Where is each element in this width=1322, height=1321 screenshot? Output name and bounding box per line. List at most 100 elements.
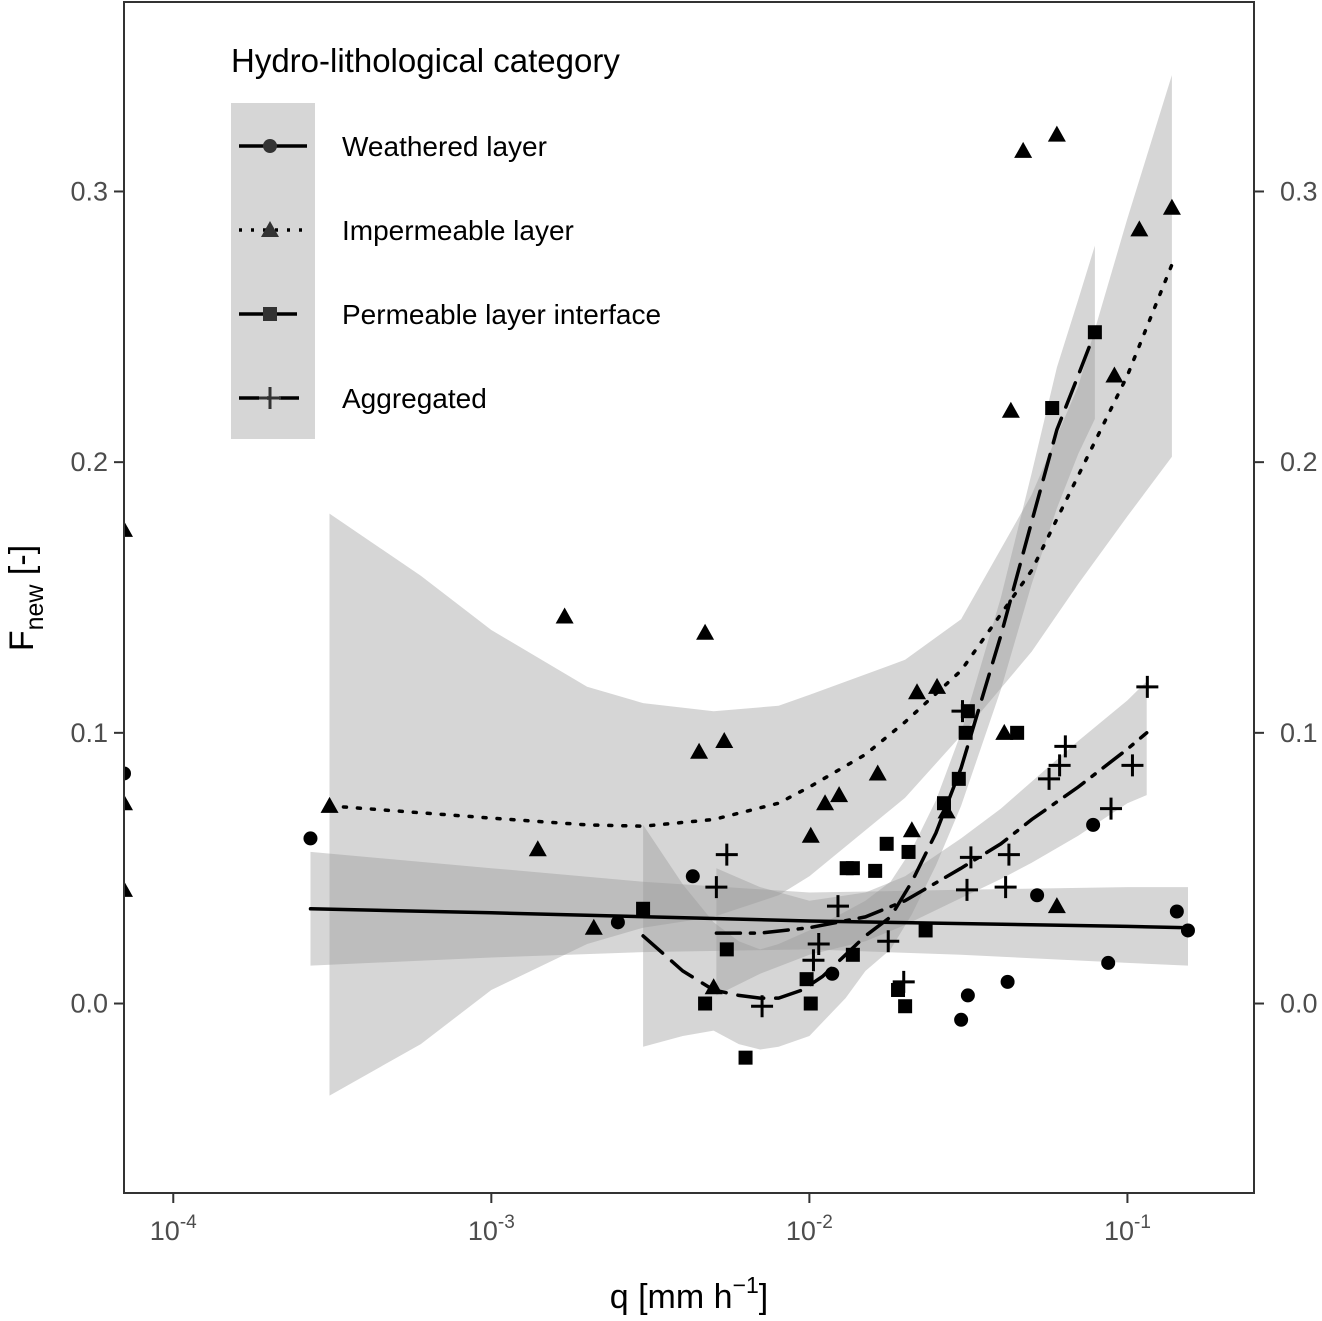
point-weathered-layer [1101,955,1116,970]
point-impermeable-layer [868,764,887,781]
point-aggregated [997,843,1020,866]
point-aggregated [826,895,849,918]
confidence-bands [310,75,1188,1096]
point-impermeable-layer [937,802,956,819]
band-weathered-layer [310,851,1188,966]
point-aggregated [751,995,774,1018]
point-permeable-layer-interface [1010,725,1025,740]
x-tick-label: 10-1 [1104,1212,1151,1246]
x-tick-label: 10-3 [468,1212,515,1246]
point-weathered-layer [1086,817,1101,832]
fit-line-weathered-layer [308,907,1190,930]
point-permeable-layer-interface [698,996,713,1011]
point-weathered-layer [124,766,131,781]
y-axis-title-main: F [3,630,41,651]
point-permeable-layer-interface [891,982,906,997]
y-tick-label-left: 0.3 [70,176,108,206]
point-impermeable-layer [1162,198,1181,215]
point-impermeable-layer [801,826,820,843]
point-impermeable-layer [1014,141,1033,158]
point-impermeable-layer [124,520,133,537]
x-axis-title: q [mm h−1] [610,1272,769,1316]
point-aggregated [994,876,1017,899]
fit-lines [308,262,1190,1000]
point-impermeable-layer [908,683,927,700]
point-weathered-layer [1000,974,1015,989]
point-permeable-layer-interface [898,999,913,1014]
point-impermeable-layer [715,731,734,748]
x-axis-title-superscript: −1 [733,1272,759,1298]
point-aggregated [892,970,915,993]
point-impermeable-layer [1001,401,1020,418]
point-aggregated [802,949,825,972]
y-tick-label-right: 0.1 [1280,718,1318,748]
point-aggregated [1054,735,1077,758]
point-impermeable-layer [1105,366,1124,383]
point-impermeable-layer [320,796,339,813]
legend-label-weathered-layer: Weathered layer [342,131,547,162]
point-aggregated [1038,767,1061,790]
point-aggregated [705,876,728,899]
point-permeable-layer-interface [918,923,933,938]
point-impermeable-layer [704,978,723,995]
point-aggregated [877,930,900,953]
fit-line-impermeable-layer [327,262,1174,828]
point-weathered-layer [954,1012,969,1027]
point-permeable-layer-interface [636,901,651,916]
legend: Hydro-lithological category Weathered lay… [231,42,661,439]
x-tick-base: 10 [1104,1216,1134,1246]
point-aggregated [959,846,982,869]
point-aggregated [807,932,830,955]
data-points [124,125,1195,1065]
point-permeable-layer-interface [958,725,973,740]
point-impermeable-layer [528,840,547,857]
point-weathered-layer [960,988,975,1003]
band-permeable-layer-interface [643,245,1095,1050]
legend-label-permeable-layer-interface: Permeable layer interface [342,299,661,330]
panel-border [123,1,1255,1194]
point-aggregated [1048,754,1071,777]
point-permeable-layer-interface [1087,325,1102,340]
legend-title: Hydro-lithological category [231,42,620,79]
point-permeable-layer-interface [845,947,860,962]
point-permeable-layer-interface [951,771,966,786]
point-impermeable-layer [1130,220,1149,237]
point-aggregated [1100,797,1123,820]
point-impermeable-layer [902,821,921,838]
point-aggregated [1121,754,1144,777]
y-tick-label-right: 0.2 [1280,447,1318,477]
x-tick-exponent: -2 [816,1212,833,1233]
point-weathered-layer [685,869,700,884]
y-axis-title-end: [-] [3,545,41,585]
point-aggregated [951,700,974,723]
x-tick-base: 10 [150,1216,180,1246]
point-weathered-layer [1180,923,1195,938]
fit-line-aggregated [714,731,1149,935]
y-tick-label-right: 0.3 [1280,176,1318,206]
point-permeable-layer-interface [879,836,894,851]
point-impermeable-layer [696,623,715,640]
point-aggregated [1136,675,1159,698]
point-impermeable-layer [816,794,835,811]
point-weathered-layer [825,966,840,981]
x-tick-label: 10-4 [150,1212,197,1246]
y-tick-label-left: 0.0 [70,989,108,1019]
point-weathered-layer [1169,904,1184,919]
legend-marker-impermeable-layer [261,221,279,237]
x-axis-title-end: ] [759,1278,768,1316]
legend-label-impermeable-layer: Impermeable layer [342,215,574,246]
x-tick-exponent: -3 [498,1212,515,1233]
panel-background [124,2,1254,1193]
point-permeable-layer-interface [845,861,860,876]
point-permeable-layer-interface [868,863,883,878]
point-permeable-layer-interface [901,844,916,859]
axes: 10-4 10-3 10-2 10-10.0 0.00.1 0.10.2 0.20.3 0.3… [3,176,1318,1316]
x-tick-base: 10 [468,1216,498,1246]
point-weathered-layer [1030,888,1045,903]
y-tick-label-left: 0.1 [70,718,108,748]
point-impermeable-layer [1047,125,1066,142]
x-axis-title-main: q [mm h [610,1278,733,1316]
point-aggregated [955,878,978,901]
